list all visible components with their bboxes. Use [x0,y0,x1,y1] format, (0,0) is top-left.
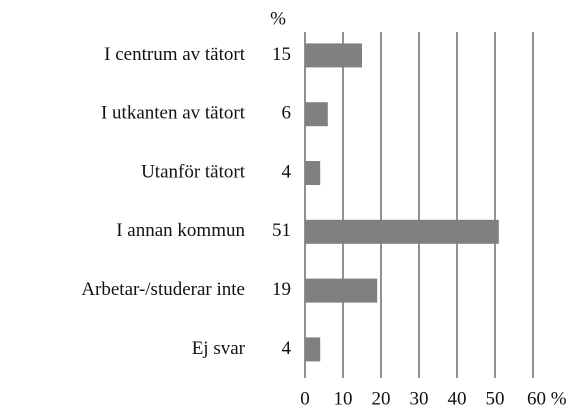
bar [305,43,362,68]
x-tick-label: 20 [372,388,391,409]
bar [305,219,499,244]
category-label: I utkanten av tätort [101,103,246,124]
value-label: 15 [272,44,291,65]
x-tick-label: 30 [410,388,429,409]
value-label: 19 [272,279,291,300]
x-tick-label: 50 [486,388,505,409]
x-tick-label: 60 % [527,388,567,409]
x-tick-label: 40 [448,388,467,409]
category-label: I annan kommun [116,220,245,241]
category-label: Arbetar-/studerar inte [81,279,245,300]
x-tick-label: 10 [334,388,353,409]
bar [305,278,378,303]
bar [305,337,321,362]
category-label: Utanför tätort [141,161,246,182]
value-label: 4 [282,338,292,359]
value-label: 6 [282,103,292,124]
category-label: I centrum av tätort [104,44,246,65]
value-unit: % [270,8,286,29]
bar [305,102,328,127]
value-label: 4 [282,161,292,182]
value-label: 51 [272,220,291,241]
x-tick-label: 0 [300,388,310,409]
bar [305,161,321,185]
category-label: Ej svar [192,338,246,359]
